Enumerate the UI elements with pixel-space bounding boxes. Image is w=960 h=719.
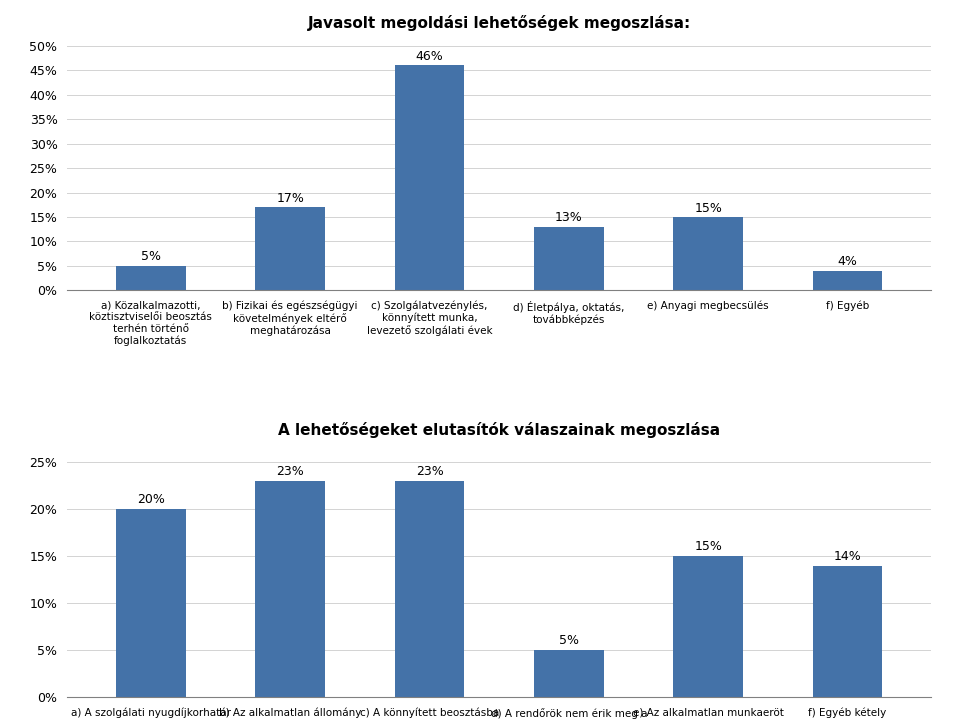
Text: 23%: 23%: [276, 465, 304, 478]
Bar: [116, 266, 185, 290]
Bar: [255, 481, 325, 697]
Bar: [813, 566, 882, 697]
Text: 46%: 46%: [416, 50, 444, 63]
Text: 20%: 20%: [137, 493, 165, 506]
Text: 13%: 13%: [555, 211, 583, 224]
Bar: [534, 226, 604, 290]
Text: 17%: 17%: [276, 192, 304, 205]
Bar: [255, 207, 325, 290]
Text: 5%: 5%: [141, 250, 161, 263]
Bar: [116, 509, 185, 697]
Bar: [534, 650, 604, 697]
Text: 15%: 15%: [694, 540, 722, 553]
Text: 14%: 14%: [833, 550, 861, 563]
Bar: [673, 556, 743, 697]
Title: A lehetőségeket elutasítók válaszainak megoszlása: A lehetőségeket elutasítók válaszainak m…: [278, 421, 720, 438]
Text: 23%: 23%: [416, 465, 444, 478]
Title: Javasolt megoldási lehetőségek megoszlása:: Javasolt megoldási lehetőségek megoszlás…: [307, 14, 691, 31]
Text: 5%: 5%: [559, 634, 579, 648]
Bar: [673, 217, 743, 290]
Bar: [813, 271, 882, 290]
Bar: [395, 65, 465, 290]
Text: 15%: 15%: [694, 201, 722, 214]
Text: 4%: 4%: [838, 255, 857, 268]
Bar: [395, 481, 465, 697]
